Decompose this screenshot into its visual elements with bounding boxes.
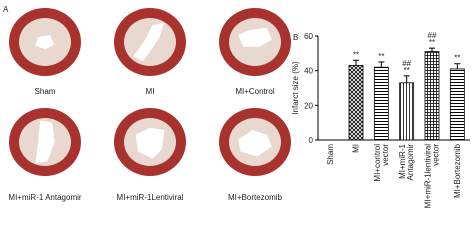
panel-label: B [293,33,298,42]
y-axis-label: Infarct size (%) [291,61,300,115]
infarct-cavity [135,127,165,159]
error-bar [403,75,410,83]
bar [373,66,389,141]
bar [348,65,364,141]
bar [449,68,465,141]
infarct-cavity [238,27,272,47]
x-tick-label: MI+controlvector [373,144,390,182]
photo-caption: Sham [35,87,56,96]
infarct-cavity [35,120,55,164]
error-bar [454,63,461,69]
x-tick-label-line: vector [381,144,390,166]
significance-mark: ## [402,59,411,68]
infarct-cavity [238,130,272,157]
photo-caption: MI+Control [235,87,275,96]
x-tick-label-line: Sham [326,144,335,165]
y-tick-label: 20 [304,101,313,110]
error-bar [353,59,359,66]
bar [399,82,415,141]
infarct-cavity [133,22,165,62]
significance-mark: ** [353,50,359,59]
photo-caption: MI [146,87,155,96]
photo-caption: MI+miR-1 Antagomir [8,193,81,202]
x-tick-label-line: Antagomir [406,144,415,181]
significance-mark: ** [404,66,410,75]
y-tick-label: 0 [309,136,314,145]
x-tick-label: MI [352,144,361,153]
error-bar [378,61,385,68]
x-tick-label-line: MI+miR-1 [398,143,407,178]
photo-panel: Sham MI MI+Control MI+miR-1 Antagomir MI+miR… [8,8,291,202]
error-bar [429,47,435,52]
bar [424,51,440,141]
photo-caption: MI+miR-1Lentiviral [117,193,184,202]
y-tick-label: 40 [304,67,313,76]
significance-mark: ** [378,52,384,61]
infarct-cavity [35,34,55,50]
photo-caption: MI+Bortezomib [228,193,283,202]
x-tick-label-line: vector [432,144,441,166]
significance-mark: ** [454,54,460,63]
x-tick-label: MI+miR-1lentiviralvector [424,144,441,208]
y-tick-label: 60 [304,32,313,41]
significance-mark: ** [429,38,435,47]
panel-label: A [3,5,9,14]
x-tick-label-line: MI+miR-1lentiviral [424,144,433,208]
x-tick-label: MI+miR-1Antagomir [398,143,415,180]
x-tick-label-line: MI [352,144,361,153]
x-tick-label-line: MI+control [373,144,382,182]
significance-mark: ## [428,31,437,40]
x-tick-label: MI+Bortezomib [453,143,462,198]
x-tick-label: Sham [326,144,335,165]
x-tick-label-line: MI+Bortezomib [453,143,462,198]
